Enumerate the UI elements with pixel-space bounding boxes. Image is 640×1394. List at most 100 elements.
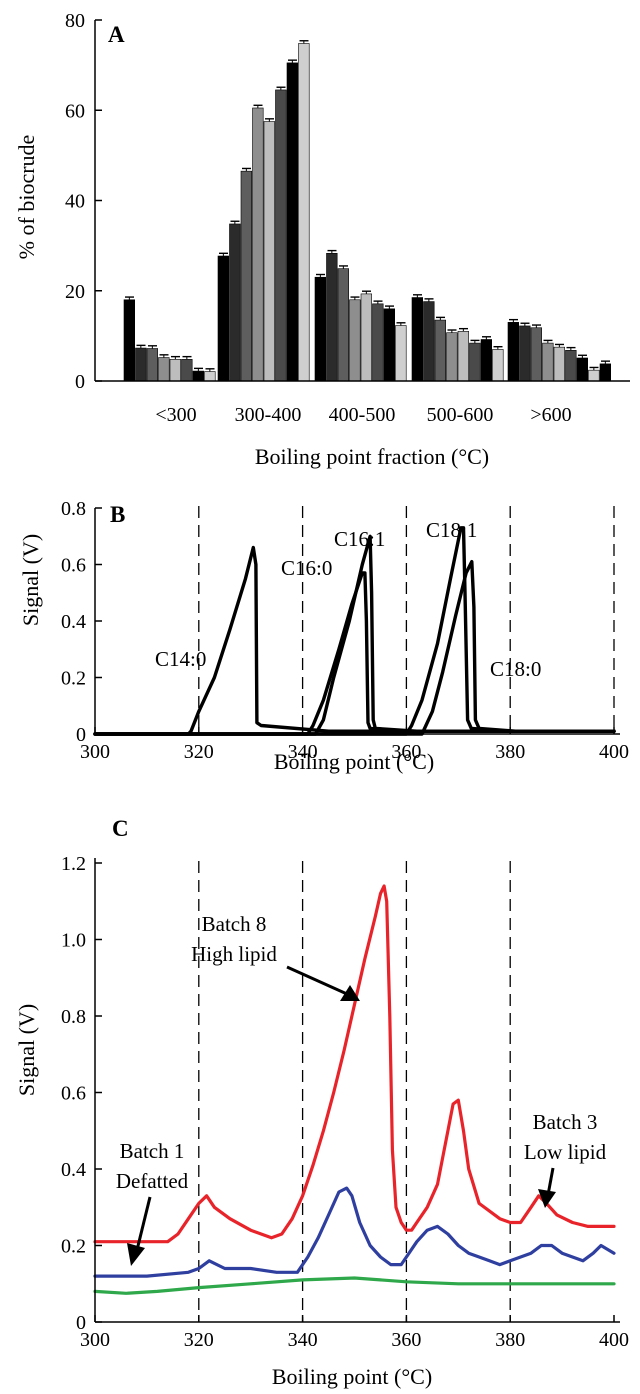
bar bbox=[588, 369, 600, 382]
y-tick-label: 0.8 bbox=[61, 1006, 86, 1028]
y-tick-label-a: 40 bbox=[65, 191, 85, 213]
chart-a: A % of biocrude Boiling point fraction (… bbox=[14, 10, 630, 469]
bar bbox=[565, 350, 577, 382]
bar bbox=[240, 170, 252, 382]
y-axis-label-b: Signal (V) bbox=[18, 534, 43, 626]
x-tick-label: 340 bbox=[288, 1329, 318, 1351]
y-tick-label: 1.0 bbox=[61, 930, 86, 952]
bar bbox=[192, 370, 204, 382]
y-tick-label-a: 20 bbox=[65, 281, 85, 303]
arrow-batch8 bbox=[286, 965, 348, 996]
series-line bbox=[93, 534, 616, 736]
bar bbox=[337, 268, 349, 382]
y-tick-label: 0.8 bbox=[61, 498, 86, 520]
arrow-head-batch1 bbox=[127, 1243, 145, 1266]
y-tick-label: 0.6 bbox=[61, 555, 86, 577]
x-tick-label: 380 bbox=[495, 741, 525, 763]
y-axis-label-c: Signal (V) bbox=[14, 1004, 39, 1096]
y-tick-label-a: 0 bbox=[75, 371, 85, 393]
y-tick-label: 1.2 bbox=[61, 853, 86, 875]
bar bbox=[372, 303, 384, 382]
bar bbox=[263, 121, 275, 382]
bar bbox=[457, 331, 469, 382]
x-tick-label: 360 bbox=[391, 1329, 421, 1351]
bar bbox=[314, 276, 326, 382]
x-axis-label-b: Boiling point (°C) bbox=[274, 749, 434, 774]
series-line bbox=[93, 884, 616, 1244]
annotation-c18-0: C18:0 bbox=[490, 657, 541, 681]
category-label: 500-600 bbox=[427, 404, 494, 426]
y-tick-label: 0.2 bbox=[61, 1236, 86, 1258]
series-line bbox=[93, 1186, 616, 1278]
bar bbox=[480, 339, 492, 382]
x-tick-label: 400 bbox=[599, 741, 629, 763]
annotation-c14-0: C14:0 bbox=[155, 647, 206, 671]
annotation-batch8-line2: High lipid bbox=[191, 942, 277, 966]
arrow-head-batch3 bbox=[538, 1189, 556, 1208]
bar bbox=[469, 342, 481, 382]
x-tick-label: 340 bbox=[288, 741, 318, 763]
annotation-batch1-line2: Defatted bbox=[116, 1169, 189, 1193]
bar bbox=[158, 357, 170, 382]
bar bbox=[349, 299, 361, 382]
series-line bbox=[93, 571, 616, 736]
annotation-batch3-line1: Batch 3 bbox=[533, 1110, 598, 1134]
annotation-c16-1: C16:1 bbox=[334, 527, 385, 551]
category-label: 300-400 bbox=[235, 404, 302, 426]
bar bbox=[252, 107, 264, 382]
category-label: <300 bbox=[155, 404, 196, 426]
y-tick-label: 0 bbox=[76, 724, 86, 746]
bar bbox=[492, 349, 504, 382]
y-axis-label-a: % of biocrude bbox=[14, 135, 39, 260]
x-tick-label: 380 bbox=[495, 1329, 525, 1351]
bar bbox=[553, 346, 565, 382]
y-tick-label: 0 bbox=[76, 1312, 86, 1334]
y-tick-label-a: 60 bbox=[65, 100, 85, 122]
bar bbox=[204, 371, 216, 382]
panel-label-b: B bbox=[110, 502, 125, 527]
series-line bbox=[93, 560, 616, 736]
chart-c: C Signal (V) Boiling point (°C) 0 0.2 0.4 0… bbox=[14, 816, 629, 1389]
bar bbox=[542, 342, 554, 382]
x-tick-label: 360 bbox=[391, 741, 421, 763]
x-tick-label: 300 bbox=[80, 741, 110, 763]
bar bbox=[286, 62, 298, 382]
bar bbox=[423, 301, 435, 382]
bar bbox=[135, 347, 147, 382]
y-tick-label: 0.4 bbox=[61, 611, 86, 633]
x-tick-label: 300 bbox=[80, 1329, 110, 1351]
arrow-batch1 bbox=[135, 1196, 152, 1251]
y-tick-label: 0.6 bbox=[61, 1083, 86, 1105]
bar bbox=[395, 325, 407, 382]
bar bbox=[519, 325, 531, 382]
bar bbox=[169, 359, 181, 382]
bar bbox=[530, 327, 542, 382]
bar bbox=[275, 89, 287, 382]
bar bbox=[383, 308, 395, 382]
bar bbox=[434, 319, 446, 382]
bar bbox=[146, 348, 158, 382]
annotation-c16-0: C16:0 bbox=[281, 556, 332, 580]
x-tick-label: 400 bbox=[599, 1329, 629, 1351]
annotation-batch1-line1: Batch 1 bbox=[120, 1139, 185, 1163]
bar bbox=[217, 255, 229, 382]
bar bbox=[123, 299, 135, 382]
bar bbox=[576, 357, 588, 382]
bar bbox=[360, 293, 372, 382]
x-tick-label: 320 bbox=[184, 741, 214, 763]
bar bbox=[326, 252, 338, 382]
bar bbox=[229, 223, 241, 382]
bar bbox=[181, 359, 193, 382]
panel-label-a: A bbox=[108, 22, 125, 47]
series-line bbox=[93, 1276, 616, 1295]
series-line bbox=[93, 545, 616, 736]
x-axis-label-a: Boiling point fraction (°C) bbox=[255, 444, 489, 469]
annotation-batch3-line2: Low lipid bbox=[524, 1140, 607, 1164]
y-tick-label-a: 80 bbox=[65, 10, 85, 32]
bar bbox=[298, 43, 310, 382]
y-tick-label: 0.2 bbox=[61, 668, 86, 690]
bar bbox=[507, 322, 519, 382]
annotation-c18-1: C18:1 bbox=[426, 518, 477, 542]
bar bbox=[599, 363, 611, 382]
